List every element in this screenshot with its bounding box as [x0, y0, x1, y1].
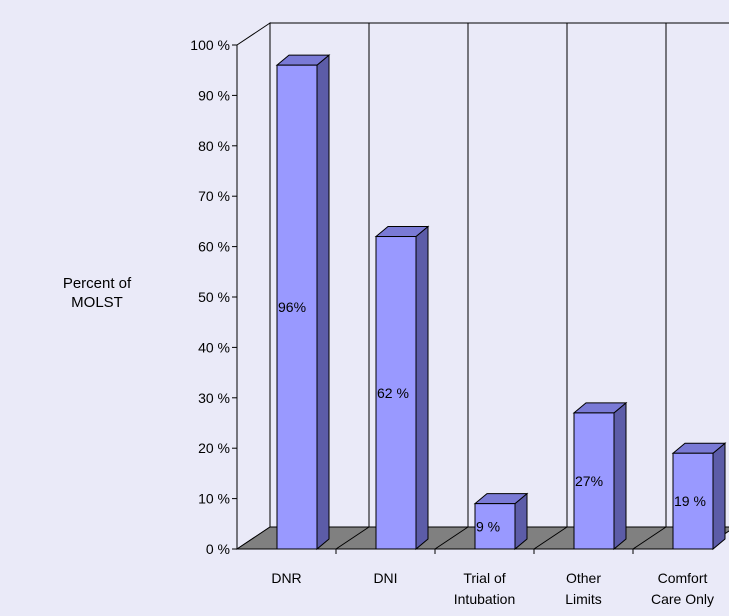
- bar-side: [712, 442, 726, 551]
- y-tick-label: 30 %: [198, 390, 230, 406]
- side-wall: [236, 22, 271, 550]
- floor-separator: [533, 526, 568, 550]
- data-label: 62 %: [377, 385, 409, 401]
- bar: [672, 452, 714, 550]
- y-tick-label: 90 %: [198, 87, 230, 103]
- x-tick-label: Comfort Care Only: [651, 570, 714, 607]
- bar-side: [613, 401, 627, 551]
- floor-separator: [335, 526, 370, 550]
- floor-separator: [632, 526, 667, 550]
- back-wall: [269, 22, 729, 528]
- y-tick-label: 100 %: [190, 37, 230, 53]
- x-tick-label: DNR: [271, 570, 301, 586]
- y-tick-label: 10 %: [198, 491, 230, 507]
- y-tick-label: 20 %: [198, 440, 230, 456]
- bar-side: [415, 225, 429, 551]
- y-tick-label: 70 %: [198, 188, 230, 204]
- y-tick-label: 60 %: [198, 239, 230, 255]
- data-label: 27%: [575, 473, 603, 489]
- bar: [375, 236, 417, 550]
- x-tick-label: Other Limits: [565, 570, 602, 607]
- bar: [276, 64, 318, 550]
- x-tick-label: DNI: [373, 570, 397, 586]
- bar-side: [316, 54, 330, 551]
- data-label: 96%: [278, 299, 306, 315]
- x-tick-label: Trial of Intubation: [454, 570, 516, 607]
- bar: [474, 503, 516, 550]
- y-tick-label: 40 %: [198, 339, 230, 355]
- y-tick-label: 0 %: [206, 541, 230, 557]
- y-axis-label: Percent of MOLST: [62, 275, 132, 311]
- data-label: 9 %: [476, 518, 500, 534]
- data-label: 19 %: [674, 493, 706, 509]
- y-tick-label: 80 %: [198, 138, 230, 154]
- floor-separator: [434, 526, 469, 550]
- bar: [573, 412, 615, 550]
- y-tick-label: 50 %: [198, 289, 230, 305]
